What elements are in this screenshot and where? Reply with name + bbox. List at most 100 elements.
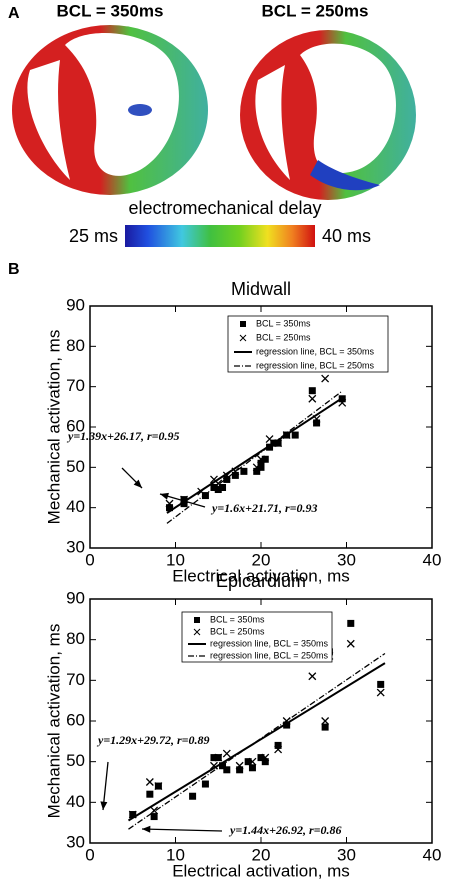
y-tick-label: 80: [66, 336, 85, 355]
legend-label: regression line, BCL = 350ms: [256, 346, 374, 356]
point: [214, 753, 223, 762]
point: [146, 790, 154, 798]
point: [165, 499, 174, 508]
arrow-head: [133, 479, 142, 488]
arrow-head: [142, 825, 151, 833]
x-tick-label: 10: [166, 550, 185, 569]
x-tick-label: 10: [166, 845, 185, 864]
point: [347, 619, 355, 627]
point: [180, 500, 188, 508]
colorbar-title: electromechanical delay: [128, 198, 321, 218]
regression-line: [166, 390, 343, 524]
point: [274, 745, 283, 754]
point: [377, 680, 385, 688]
point: [219, 484, 227, 491]
point: [201, 780, 209, 788]
panel-label: A: [8, 5, 20, 22]
point: [261, 753, 270, 762]
point: [257, 754, 265, 762]
y-axis-label: Mechanical activation, ms: [44, 624, 63, 819]
y-tick-label: 80: [66, 629, 85, 648]
point: [201, 492, 209, 500]
point: [308, 672, 317, 681]
point: [253, 467, 261, 475]
chart: Epicardium 0 10 20 30 40 30 40 50 60 70 80 90 Electri…: [44, 571, 441, 881]
colorbar-min: 25 ms: [69, 226, 118, 246]
colorbar-max: 40 ms: [322, 226, 371, 246]
legend-box: [227, 315, 389, 373]
heart-image: [240, 30, 416, 200]
y-tick-label: 40: [66, 497, 85, 516]
x-tick-label: 40: [423, 550, 442, 569]
legend-label: BCL = 350ms: [256, 318, 311, 328]
point: [166, 504, 174, 512]
point: [252, 463, 261, 472]
point: [219, 762, 227, 770]
point: [321, 717, 330, 725]
point: [214, 486, 222, 494]
point: [274, 741, 282, 749]
point: [261, 455, 269, 463]
point: [240, 467, 248, 475]
x-tick-label: 0: [85, 550, 94, 569]
point: [248, 757, 257, 766]
point: [265, 435, 274, 444]
legend-label: BCL = 250ms: [256, 332, 311, 342]
chart: Midwall 0 10 20 30 40 30 40 50 60 70 80 90 Electrical…: [44, 279, 441, 586]
point: [189, 792, 197, 800]
chart-title: Epicardium: [216, 571, 306, 591]
point: [257, 455, 265, 464]
point: [150, 806, 159, 815]
legend-box: [181, 611, 333, 663]
point: [346, 639, 355, 648]
annotation: y=1.6x+21.71, r=0.93: [210, 501, 318, 515]
point: [210, 754, 218, 762]
x-tick-label: 30: [337, 845, 356, 864]
legend-swatch: [240, 321, 246, 327]
point: [222, 749, 231, 758]
point: [154, 782, 163, 791]
x-axis-label: Electrical activation, ms: [172, 861, 350, 880]
point: [236, 766, 244, 774]
point: [376, 688, 385, 697]
point: [321, 723, 329, 731]
point: [150, 813, 158, 821]
annotation: y=1.29x+29.72, r=0.89: [96, 733, 210, 747]
point: [235, 761, 244, 770]
x-tick-label: 30: [337, 550, 356, 569]
y-tick-label: 90: [66, 295, 85, 314]
arrow-head: [160, 492, 169, 500]
legend-label: regression line, BCL = 250ms: [256, 360, 374, 370]
point: [283, 721, 291, 729]
y-tick-label: 40: [66, 792, 85, 811]
chart-title: Midwall: [231, 279, 291, 299]
legend-swatch: [193, 628, 201, 636]
y-tick-label: 60: [66, 416, 85, 435]
x-tick-label: 20: [252, 845, 271, 864]
legend-label: BCL = 350ms: [210, 614, 265, 624]
x-tick-label: 0: [85, 845, 94, 864]
legend-swatch: [194, 617, 200, 623]
x-tick-label: 40: [423, 845, 442, 864]
heart-image: [12, 25, 208, 195]
point: [257, 463, 265, 471]
point: [145, 778, 154, 786]
y-tick-label: 70: [66, 670, 85, 689]
y-tick-label: 50: [66, 751, 85, 770]
point: [223, 475, 231, 483]
y-axis-label: Mechanical activation, ms: [44, 330, 63, 525]
point: [244, 758, 252, 766]
heart-title: BCL = 350ms: [57, 1, 164, 20]
point: [248, 764, 256, 772]
x-tick-label: 20: [252, 550, 271, 569]
point: [261, 758, 269, 766]
y-tick-label: 70: [66, 376, 85, 395]
point: [231, 471, 239, 479]
y-tick-label: 30: [66, 537, 85, 556]
regression-line: [166, 397, 343, 514]
legend-label: regression line, BCL = 350ms: [210, 638, 328, 648]
point: [321, 374, 330, 383]
y-tick-label: 90: [66, 588, 85, 607]
annotation-arrow: [141, 828, 223, 832]
annotation: y=1.44x+26.92, r=0.86: [228, 823, 342, 837]
